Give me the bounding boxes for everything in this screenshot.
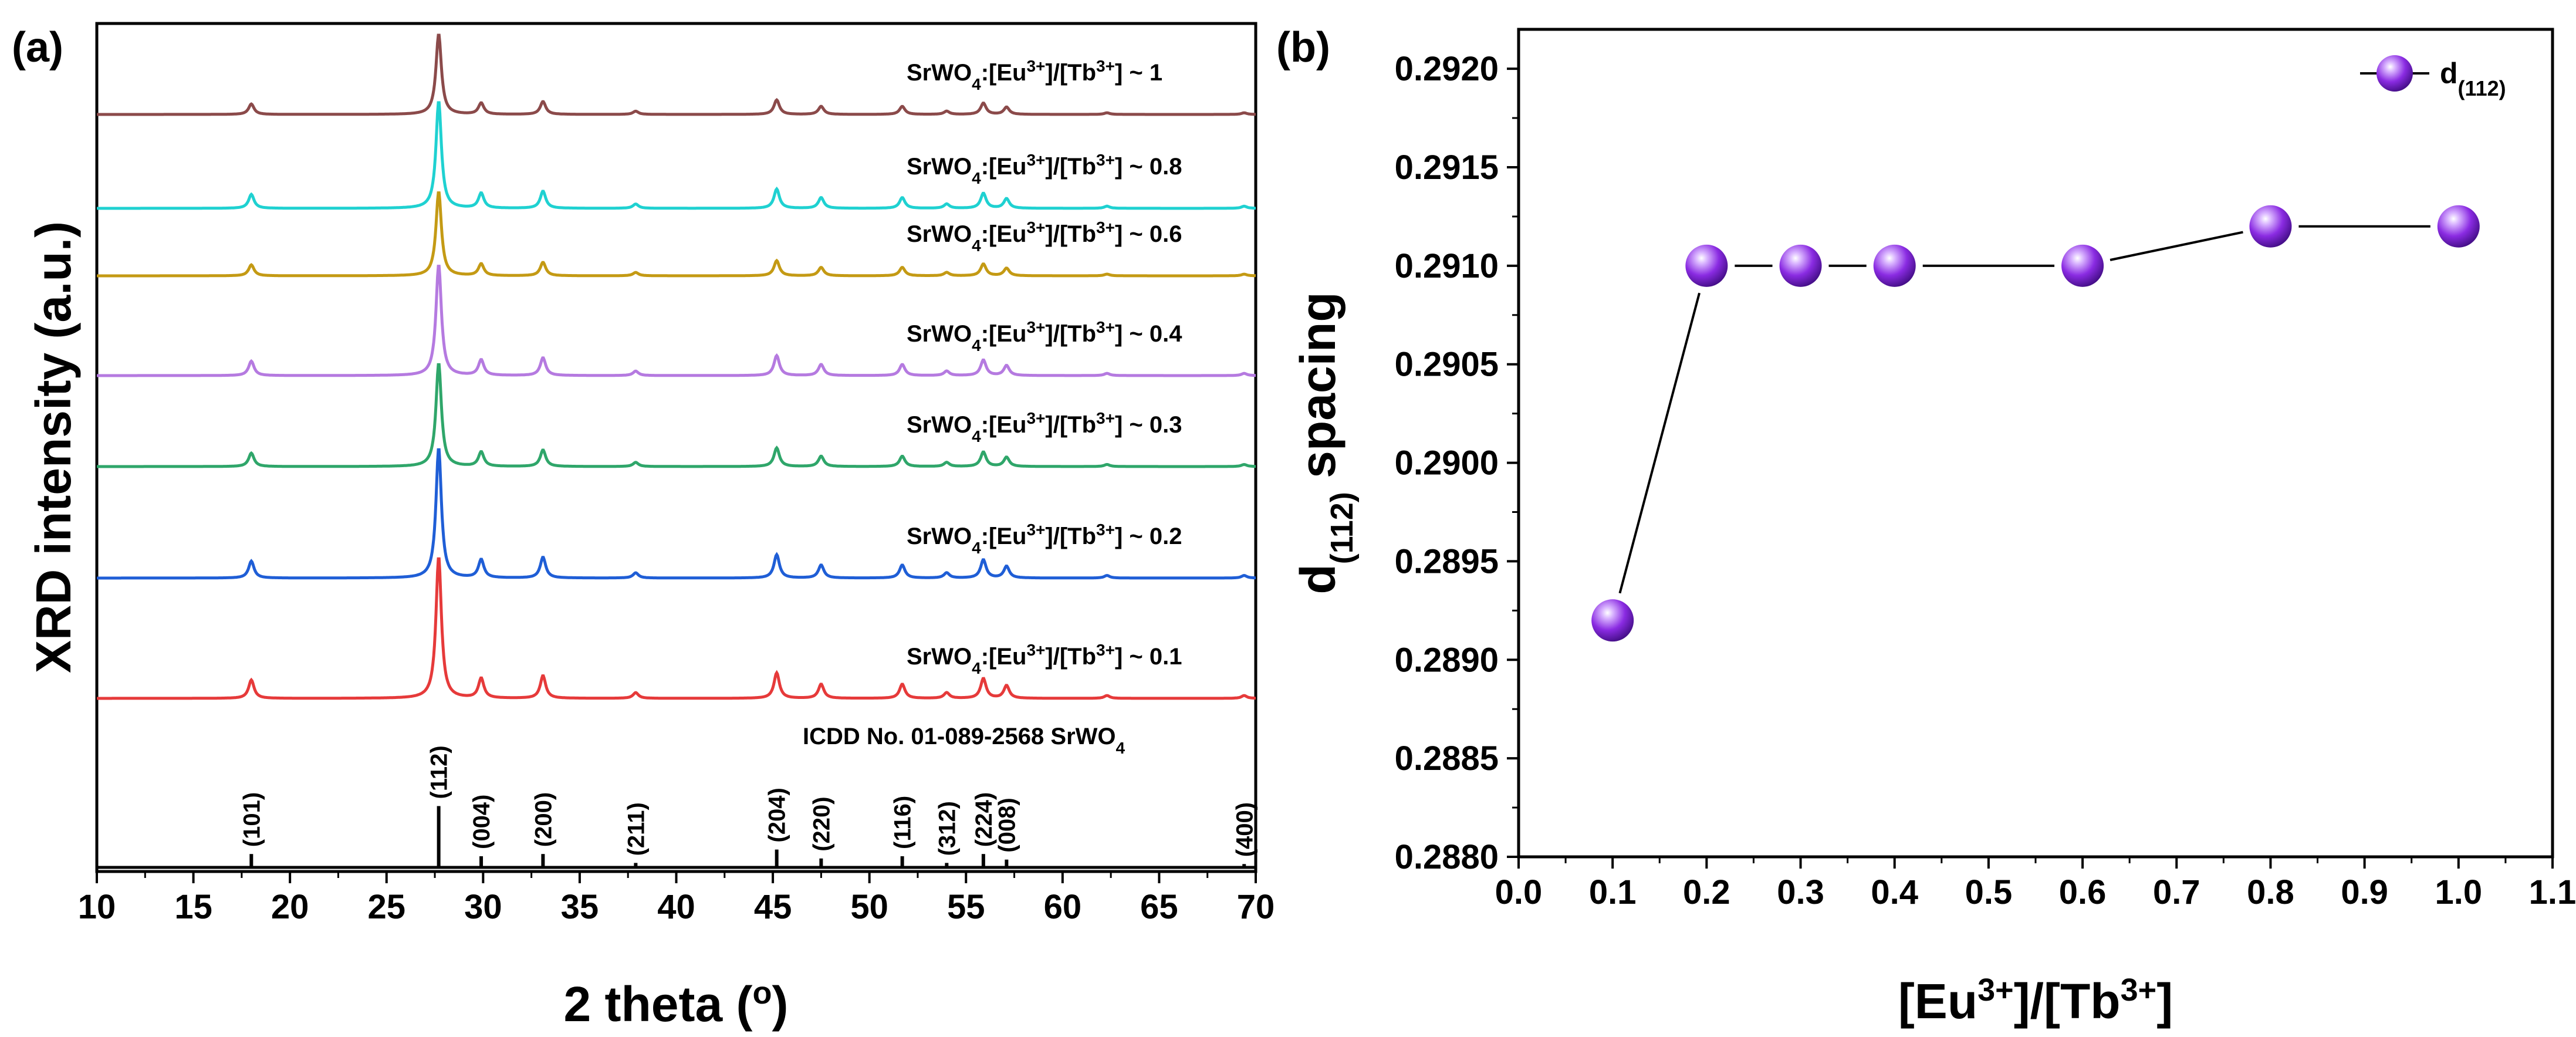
- b-x-tick-label: 0.7: [2153, 873, 2200, 911]
- b-data-point: [2061, 244, 2104, 287]
- panel-b-x-ticks: 0.0 0.1 0.2 0.3 0.4 0.5 0.6 0.7 0.8 0.9 1.0 1.1: [1495, 857, 2576, 911]
- b-x-tick-label: 0.4: [1871, 873, 1918, 911]
- a-x-tick-label: 45: [754, 888, 792, 926]
- a-series-label: SrWO4:[Eu3+]/[Tb3+] ~ 0.4: [907, 318, 1182, 354]
- b-x-tick-label: 0.9: [2341, 873, 2388, 911]
- b-y-tick-label: 0.2910: [1395, 247, 1499, 285]
- panel-a-series: SrWO4:[Eu3+]/[Tb3+] ~ 1 SrWO4:[Eu3+]/[Tb3…: [97, 33, 1256, 700]
- a-series-line: [97, 33, 1256, 116]
- legend-marker: [2376, 55, 2413, 92]
- a-hkl-label: (224): [971, 792, 997, 847]
- a-series-line: [97, 557, 1256, 700]
- a-series-line: [97, 101, 1256, 210]
- a-hkl-label: (004): [469, 795, 495, 849]
- a-x-tick-label: 50: [850, 888, 888, 926]
- panel-b-chart: 0.0 0.1 0.2 0.3 0.4 0.5 0.6 0.7 0.8 0.9 1.0 1.1 0.2…: [1290, 28, 2576, 1029]
- a-hkl-label: (211): [623, 802, 649, 856]
- a-series-label: SrWO4:[Eu3+]/[Tb3+] ~ 0.1: [907, 641, 1182, 677]
- b-data-point: [1779, 244, 1822, 287]
- b-x-tick-label: 0.6: [2059, 873, 2107, 911]
- panel-b-label: (b): [1276, 24, 1330, 71]
- panel-b-legend: d(112): [2360, 55, 2506, 100]
- b-data-point: [1685, 244, 1728, 287]
- b-x-tick-label: 0.2: [1683, 873, 1730, 911]
- a-series-label: SrWO4:[Eu3+]/[Tb3+] ~ 1: [907, 57, 1162, 93]
- b-y-tick-label: 0.2915: [1395, 148, 1499, 187]
- a-x-tick-label: 15: [174, 888, 212, 926]
- legend-label: d(112): [2440, 57, 2506, 100]
- a-series-label: SrWO4:[Eu3+]/[Tb3+] ~ 0.3: [907, 409, 1182, 445]
- a-series-line: [97, 191, 1256, 278]
- panel-b-y-axis-title: d(112) spacing: [1290, 292, 1360, 594]
- panel-a-y-axis-title: XRD intensity (a.u.): [26, 221, 81, 673]
- b-series-segment: [2110, 231, 2243, 261]
- a-x-tick-label: 55: [947, 888, 985, 926]
- a-x-tick-label: 25: [367, 888, 405, 926]
- panel-b-plot-frame: [1517, 28, 2554, 859]
- b-y-tick-label: 0.2920: [1395, 50, 1499, 88]
- a-hkl-label: (101): [239, 792, 265, 847]
- a-hkl-label: (112): [427, 745, 452, 799]
- b-series-segment: [1618, 292, 1701, 594]
- panel-b-series: [1591, 205, 2480, 642]
- panel-a-x-ticks: 10 15 20 25 30 35 40 45 50 55 60 65 70: [78, 872, 1275, 926]
- b-y-tick-label: 0.2880: [1395, 838, 1499, 876]
- b-y-tick-label: 0.2905: [1395, 346, 1499, 384]
- b-x-tick-label: 0.0: [1495, 873, 1543, 911]
- b-y-tick-label: 0.2895: [1395, 542, 1499, 580]
- a-hkl-label: (008): [994, 798, 1020, 852]
- b-x-tick-label: 0.5: [1965, 873, 2013, 911]
- b-data-point: [2249, 205, 2292, 248]
- b-x-tick-label: 0.3: [1777, 873, 1824, 911]
- b-x-tick-label: 1.0: [2435, 873, 2482, 911]
- panel-b-x-axis-title: [Eu3+]/[Tb3+]: [1898, 972, 2173, 1029]
- a-hkl-label: (312): [934, 801, 960, 856]
- b-y-tick-label: 0.2900: [1395, 444, 1499, 482]
- a-x-tick-label: 35: [561, 888, 599, 926]
- a-x-tick-label: 65: [1140, 888, 1178, 926]
- a-hkl-label: (204): [765, 788, 790, 842]
- a-series-line: [97, 448, 1256, 580]
- a-series-label: SrWO4:[Eu3+]/[Tb3+] ~ 0.2: [907, 521, 1182, 557]
- b-y-tick-label: 0.2885: [1395, 739, 1499, 778]
- a-x-tick-label: 10: [78, 888, 116, 926]
- panel-a-reference: ICDD No. 01-089-2568 SrWO4 (101) (112) (004…: [97, 724, 1257, 869]
- a-hkl-label: (220): [809, 796, 834, 851]
- panel-a-label: (a): [12, 24, 63, 71]
- a-x-tick-label: 60: [1044, 888, 1082, 926]
- a-hkl-label: (116): [890, 796, 916, 849]
- panel-a-x-axis-title: 2 theta (o): [563, 975, 788, 1032]
- b-data-point: [1873, 244, 1916, 287]
- a-hkl-label: (400): [1232, 802, 1257, 857]
- b-data-point: [1591, 599, 1634, 642]
- a-reference-label: ICDD No. 01-089-2568 SrWO4: [803, 724, 1125, 757]
- a-series-label: SrWO4:[Eu3+]/[Tb3+] ~ 0.6: [907, 218, 1182, 255]
- b-data-point: [2437, 205, 2480, 248]
- panel-a-chart: 10 15 20 25 30 35 40 45 50 55 60 65 70 SrWO4:[Eu3+]/…: [26, 22, 1275, 1032]
- a-series-label: SrWO4:[Eu3+]/[Tb3+] ~ 0.8: [907, 151, 1182, 187]
- a-x-tick-label: 20: [271, 888, 309, 926]
- a-hkl-label: (200): [530, 792, 556, 847]
- a-series-line: [97, 265, 1256, 377]
- a-x-tick-label: 40: [657, 888, 695, 926]
- a-x-tick-label: 30: [464, 888, 502, 926]
- b-x-tick-label: 0.8: [2247, 873, 2294, 911]
- b-y-tick-label: 0.2890: [1395, 641, 1499, 679]
- a-x-tick-label: 70: [1237, 888, 1275, 926]
- b-x-tick-label: 0.1: [1589, 873, 1637, 911]
- panel-b-y-ticks: 0.2880 0.2885 0.2890 0.2895 0.2900 0.2905 0.29…: [1395, 50, 1519, 876]
- a-series-line: [97, 363, 1256, 468]
- b-x-tick-label: 1.1: [2529, 873, 2576, 911]
